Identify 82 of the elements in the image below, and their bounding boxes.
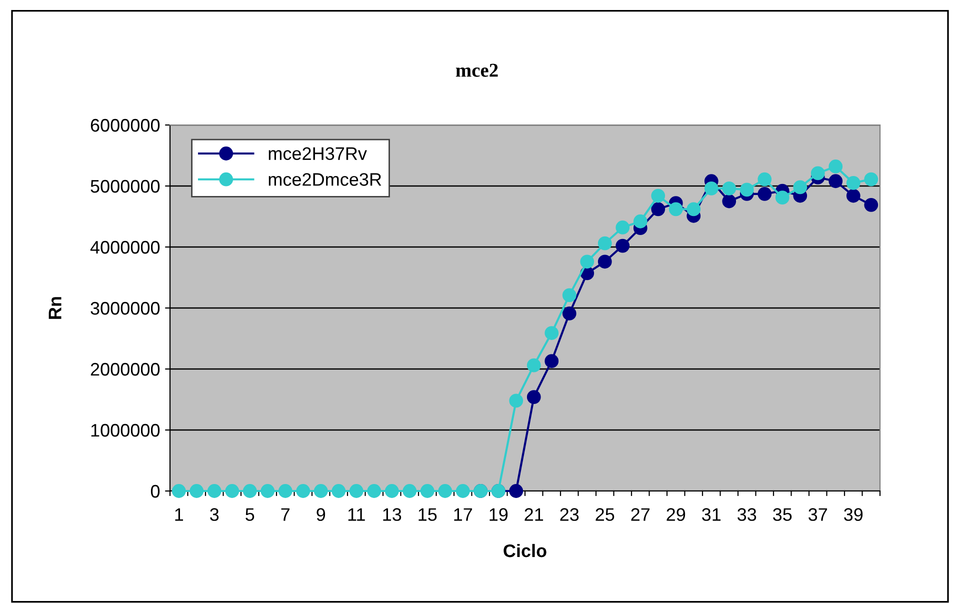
point [544, 354, 559, 368]
legend-label: mce2Dmce3R [268, 173, 382, 186]
point [456, 484, 470, 498]
point [172, 484, 186, 498]
point [775, 190, 790, 205]
point [651, 188, 666, 203]
x-tick-label: 39 [844, 508, 863, 521]
x-tick-label: 19 [490, 508, 508, 521]
point [544, 326, 559, 340]
point [207, 484, 222, 498]
x-tick-label: 9 [316, 508, 326, 521]
y-tick-label: 5000000 [90, 180, 160, 193]
point [260, 484, 275, 498]
point [828, 160, 843, 174]
x-tick-label: 29 [666, 508, 686, 521]
point [225, 484, 240, 498]
x-tick-label: 33 [738, 508, 756, 521]
point [864, 198, 878, 212]
x-tick-label: 35 [773, 508, 792, 521]
point [509, 484, 524, 498]
x-tick-label: 27 [631, 508, 650, 521]
point [314, 484, 328, 498]
point [296, 484, 310, 498]
point [722, 181, 736, 196]
point [509, 394, 524, 408]
y-tick-label: 2000000 [90, 362, 160, 376]
x-tick-label: 25 [596, 508, 614, 521]
y-tick-label: 3000000 [90, 302, 160, 315]
point [332, 484, 346, 498]
point [651, 202, 666, 216]
x-tick-label: 1 [175, 508, 184, 521]
point [526, 390, 541, 404]
point [616, 238, 630, 253]
point [402, 484, 417, 498]
point [384, 484, 399, 498]
y-tick-label: 0 [150, 484, 160, 498]
x-tick-label: 15 [418, 508, 437, 521]
x-axis-title: Ciclo [504, 544, 546, 558]
point [580, 254, 594, 269]
point [438, 484, 452, 498]
x-tick-label: 5 [246, 508, 254, 521]
y-tick-label: 1000000 [91, 424, 160, 437]
y-tick-label: 6000000 [90, 118, 160, 132]
point [633, 214, 648, 228]
point [810, 166, 825, 180]
point [190, 484, 204, 498]
point [722, 194, 736, 208]
x-tick-label: 31 [702, 508, 721, 521]
x-tick-label: 23 [560, 508, 579, 521]
point [793, 180, 808, 194]
x-tick-label: 17 [454, 508, 472, 521]
point [828, 174, 843, 188]
point [562, 306, 576, 320]
point [846, 188, 860, 203]
x-tick-label: 7 [281, 508, 290, 521]
point [367, 484, 382, 498]
point [740, 182, 754, 197]
y-tick-label: 4000000 [90, 240, 160, 254]
point [846, 176, 860, 190]
point [562, 288, 576, 302]
point [349, 484, 364, 498]
point [278, 484, 292, 498]
x-tick-label: 11 [348, 508, 365, 521]
point [864, 172, 878, 186]
point [668, 202, 683, 216]
point [598, 254, 612, 269]
point [598, 236, 612, 250]
point [686, 202, 701, 216]
y-axis-title: Rn [48, 297, 62, 319]
x-tick-label: 13 [383, 508, 402, 521]
point [616, 220, 630, 234]
x-tick-label: 3 [210, 508, 219, 521]
legend-label: mce2H37Rv [268, 147, 367, 160]
x-tick-label: 37 [808, 508, 828, 521]
point [704, 181, 718, 196]
point [420, 484, 434, 498]
x-tick-label: 21 [524, 508, 544, 521]
point [758, 186, 772, 201]
point [758, 172, 772, 186]
point [526, 358, 541, 372]
point [242, 484, 257, 498]
chart-title: mce2 [456, 64, 498, 77]
